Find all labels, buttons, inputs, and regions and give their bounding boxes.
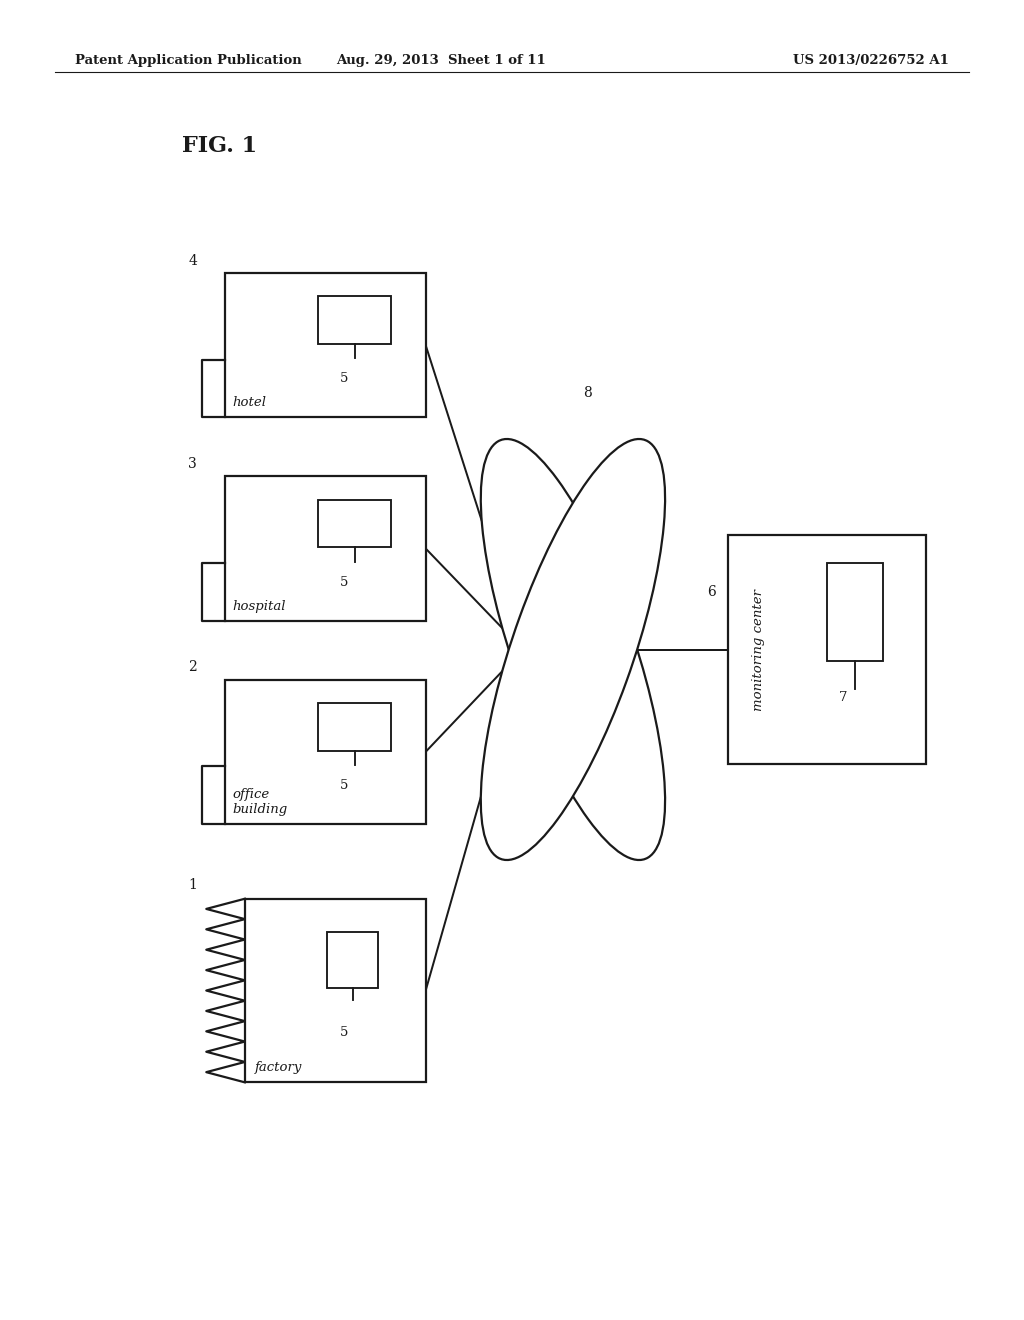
Bar bbox=[827, 562, 884, 661]
Bar bbox=[224, 273, 426, 417]
Text: 6: 6 bbox=[707, 585, 716, 599]
Text: 7: 7 bbox=[839, 690, 847, 704]
Text: US 2013/0226752 A1: US 2013/0226752 A1 bbox=[793, 54, 949, 67]
Text: Aug. 29, 2013  Sheet 1 of 11: Aug. 29, 2013 Sheet 1 of 11 bbox=[336, 54, 546, 67]
Bar bbox=[245, 899, 426, 1082]
Text: Patent Application Publication: Patent Application Publication bbox=[75, 54, 302, 67]
Text: 8: 8 bbox=[583, 387, 592, 400]
Bar bbox=[318, 297, 391, 345]
Text: 5: 5 bbox=[340, 779, 348, 792]
Ellipse shape bbox=[481, 440, 666, 861]
Text: 4: 4 bbox=[188, 253, 198, 268]
Bar bbox=[327, 932, 378, 987]
Bar bbox=[318, 704, 391, 751]
Text: 2: 2 bbox=[188, 660, 198, 675]
Text: monitoring center: monitoring center bbox=[753, 589, 765, 710]
Text: 5: 5 bbox=[340, 576, 348, 589]
Bar bbox=[728, 535, 926, 764]
Ellipse shape bbox=[481, 440, 666, 861]
Bar bbox=[224, 477, 426, 620]
Text: 5: 5 bbox=[340, 1026, 348, 1039]
Text: 1: 1 bbox=[188, 878, 198, 892]
Bar bbox=[224, 680, 426, 824]
Text: FIG. 1: FIG. 1 bbox=[182, 136, 257, 157]
Text: factory: factory bbox=[255, 1061, 302, 1074]
Text: hospital: hospital bbox=[232, 599, 286, 612]
Text: 3: 3 bbox=[188, 457, 198, 471]
Text: office
building: office building bbox=[232, 788, 288, 816]
Bar bbox=[318, 500, 391, 548]
Text: 5: 5 bbox=[340, 372, 348, 385]
Text: hotel: hotel bbox=[232, 396, 266, 409]
